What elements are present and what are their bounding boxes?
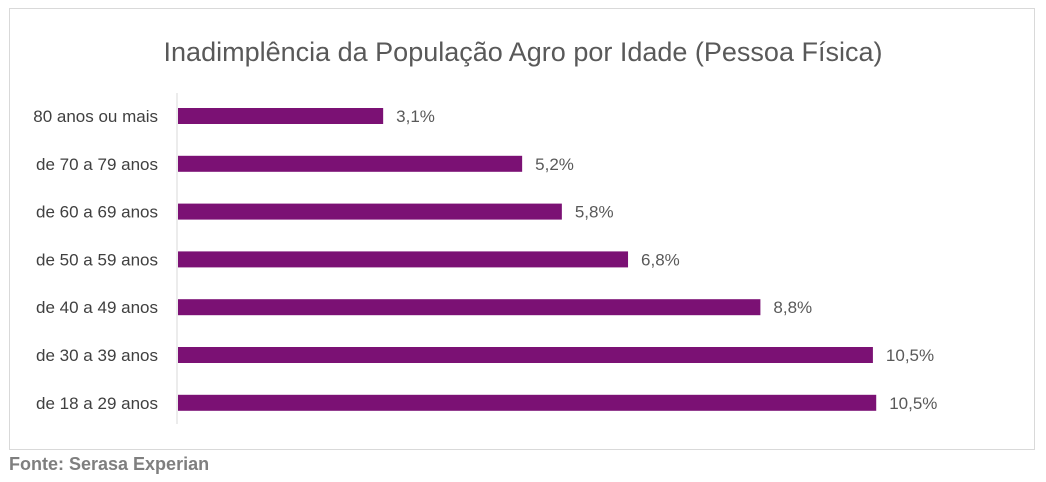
bar — [178, 155, 523, 172]
data-label: 5,2% — [535, 155, 574, 174]
chart-title: Inadimplência da População Agro por Idad… — [163, 37, 883, 67]
category-labels: 80 anos ou mais de 70 a 79 anos de 60 a 69… — [33, 107, 158, 413]
category-label: de 60 a 69 anos — [36, 203, 158, 222]
source-note: Fonte: Serasa Experian — [9, 454, 210, 474]
bar — [178, 394, 877, 411]
category-label: de 70 a 79 anos — [36, 155, 158, 174]
value-labels: 3,1% 5,2% 5,8% 6,8% 8,8% 10,5% 10,5% — [396, 107, 937, 413]
bar-chart: 80 anos ou mais de 70 a 79 anos de 60 a 69… — [33, 93, 937, 424]
category-label: de 40 a 49 anos — [36, 298, 158, 317]
category-label: de 30 a 39 anos — [36, 346, 158, 365]
bar — [178, 251, 629, 268]
data-label: 5,8% — [575, 203, 614, 222]
data-label: 8,8% — [773, 298, 812, 317]
category-label: de 50 a 59 anos — [36, 250, 158, 269]
bars — [178, 108, 877, 411]
bar — [178, 347, 873, 363]
bar — [178, 203, 562, 220]
data-label: 10,5% — [889, 394, 937, 413]
data-label: 10,5% — [886, 346, 934, 365]
category-label: de 18 a 29 anos — [36, 394, 158, 413]
category-label: 80 anos ou mais — [33, 107, 158, 126]
bar — [178, 299, 761, 316]
chart-frame: Inadimplência da População Agro por Idad… — [9, 8, 1035, 450]
data-label: 3,1% — [396, 107, 435, 126]
data-label: 6,8% — [641, 250, 680, 269]
bar — [178, 108, 384, 124]
